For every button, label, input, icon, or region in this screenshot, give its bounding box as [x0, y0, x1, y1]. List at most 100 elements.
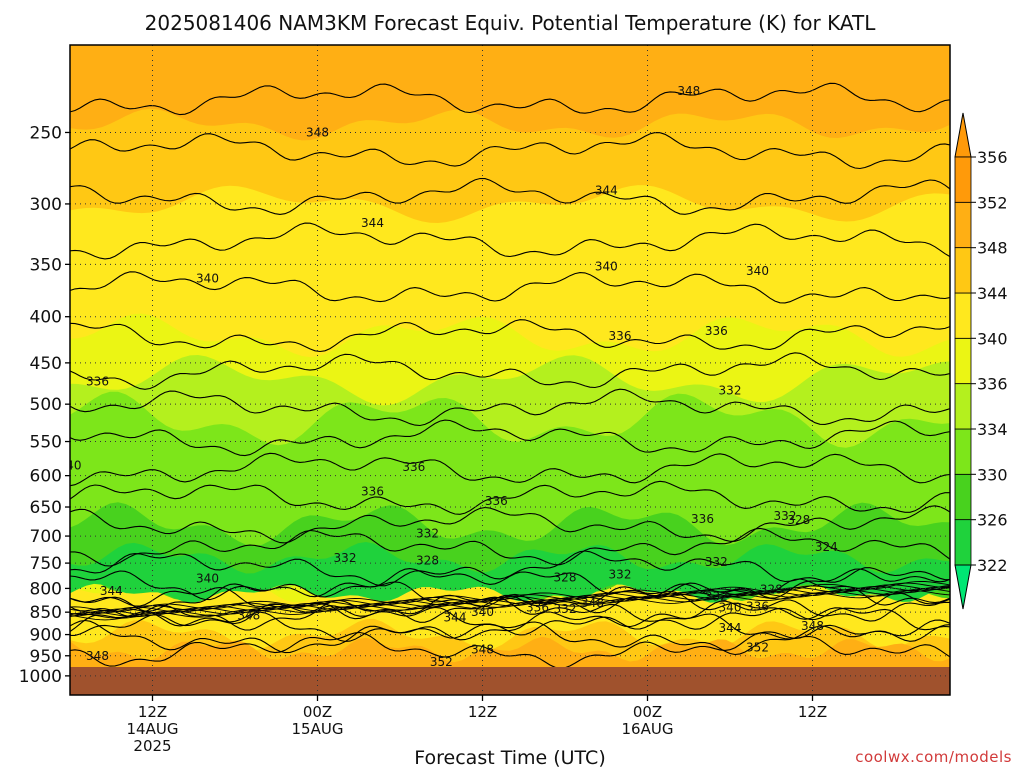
- contour-label: 340: [196, 272, 219, 286]
- contour-label: 336: [485, 494, 508, 508]
- colorbar-label: 326: [977, 511, 1008, 530]
- x-tick-label: 15AUG: [292, 720, 344, 738]
- y-tick-label: 350: [30, 255, 62, 275]
- contour-label: 348: [677, 84, 700, 98]
- plot-area: 348 348 344 344 340 340 340 336 336 336 336 336 336 3…: [59, 45, 950, 695]
- contour-label: 344: [444, 611, 467, 625]
- contour-label: 328: [787, 513, 810, 527]
- colorbar-label: 344: [977, 284, 1008, 303]
- colorbar-label: 356: [977, 148, 1008, 167]
- colorbar-segment: [954, 519, 972, 566]
- plot-frame: [69, 44, 951, 696]
- contour-label: 348: [86, 649, 109, 663]
- contour-label: 324: [815, 540, 838, 554]
- contour-label: 328: [554, 571, 577, 585]
- colorbar-label: 330: [977, 465, 1008, 484]
- y-tick-label: 600: [30, 467, 62, 487]
- colorbar-label: 334: [977, 420, 1008, 439]
- chart-title: 2025081406 NAM3KM Forecast Equiv. Potent…: [145, 11, 877, 35]
- colorbar-segment: [954, 428, 972, 475]
- colorbar-label: 348: [977, 239, 1008, 258]
- contour-label: 336: [402, 460, 425, 474]
- contour-label: 352: [746, 640, 769, 654]
- contour-label: 340: [471, 605, 494, 619]
- y-tick-label: 650: [30, 498, 62, 518]
- y-axis: 250 300 350 400 450 500 550 600 650 700 750 800 850 9…: [19, 124, 70, 687]
- y-tick-label: 700: [30, 527, 62, 547]
- x-tick-label: 00Z: [633, 703, 662, 721]
- contour-label: 344: [100, 584, 123, 598]
- y-tick-label: 300: [30, 195, 62, 215]
- contour-label: 340: [595, 260, 618, 274]
- y-tick-label: 900: [30, 626, 62, 646]
- x-tick-label: 00Z: [303, 703, 332, 721]
- contour-label: 332: [334, 551, 357, 565]
- contour-label: 328: [416, 554, 439, 568]
- colorbar-label: 336: [977, 375, 1008, 394]
- contour-labels: 348 348 344 344 340 340 340 336 336 336 336 336 336 3…: [59, 84, 838, 669]
- colorbar: 322 326 330 334 336 340 344 348 352 356: [954, 112, 1008, 610]
- x-tick-label: 16AUG: [622, 720, 674, 738]
- x-tick-label: 12Z: [138, 703, 167, 721]
- contour-label: 340: [719, 601, 742, 615]
- contour-label: 332: [705, 590, 728, 604]
- grid: [70, 45, 950, 695]
- y-tick-label: 1000: [19, 667, 62, 687]
- contour-label: 336: [746, 600, 769, 614]
- contour-label: 332: [774, 509, 797, 523]
- y-tick-label: 800: [30, 579, 62, 599]
- contour-label: 340: [196, 572, 219, 586]
- y-tick-label: 450: [30, 354, 62, 374]
- colorbar-segment: [954, 383, 972, 430]
- contour-label: 336: [609, 329, 632, 343]
- contour-label: 348: [237, 608, 260, 622]
- colorbar-label: 340: [977, 329, 1008, 348]
- contour-label: 336: [526, 601, 549, 615]
- y-tick-label: 400: [30, 308, 62, 328]
- contour-label: 348: [581, 596, 604, 610]
- isolines: [70, 82, 950, 669]
- colorbar-segment: [954, 473, 972, 520]
- y-tick-label: 750: [30, 554, 62, 574]
- contour-label: 332: [719, 384, 742, 398]
- contour-label: 332: [705, 555, 728, 569]
- contour-label: 344: [719, 621, 742, 635]
- x-tick-label: 12Z: [468, 703, 497, 721]
- colorbar-segment: [954, 156, 972, 203]
- y-tick-label: 250: [30, 124, 62, 144]
- y-tick-label: 500: [30, 395, 62, 415]
- contour-label: 336: [86, 375, 109, 389]
- colorbar-top-arrow: [954, 112, 972, 158]
- contour-label: 336: [361, 485, 384, 499]
- x-tick-label: 14AUG: [127, 720, 179, 738]
- colorbar-segment: [954, 247, 972, 294]
- colorbar-segment: [954, 201, 972, 249]
- colorbar-segment: [954, 292, 972, 339]
- x-tick-label: 12Z: [798, 703, 827, 721]
- contour-label: 332: [609, 567, 632, 581]
- contour-label: 336: [691, 512, 714, 526]
- contour-label: 328: [760, 582, 783, 596]
- contour-label: 336: [705, 324, 728, 338]
- contour-label: 332: [554, 602, 577, 616]
- colorbar-bottom-arrow: [954, 564, 972, 610]
- x-axis-label: Forecast Time (UTC): [414, 747, 605, 768]
- contour-label: 348: [471, 643, 494, 657]
- credit-text: coolwx.com/models: [855, 748, 1012, 766]
- x-tick-label: 2025: [133, 737, 171, 755]
- contour-label: 344: [595, 184, 618, 198]
- y-tick-label: 850: [30, 603, 62, 623]
- contour-label: 344: [361, 216, 384, 230]
- colorbar-label: 352: [977, 193, 1008, 212]
- colorbar-label: 322: [977, 556, 1008, 575]
- contour-label: 348: [801, 619, 824, 633]
- y-tick-label: 550: [30, 433, 62, 453]
- colorbar-segment: [954, 337, 972, 384]
- contour-label: 340: [59, 459, 82, 473]
- ground-band: [70, 667, 950, 695]
- y-tick-label: 950: [30, 647, 62, 667]
- contour-label: 348: [306, 126, 329, 140]
- contour-label: 332: [416, 526, 439, 540]
